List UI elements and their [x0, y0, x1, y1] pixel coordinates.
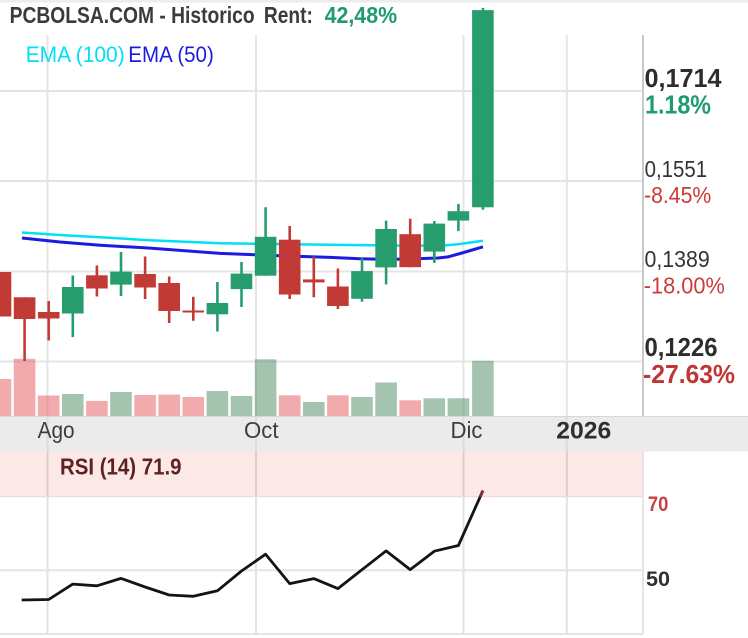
svg-text:42,48%: 42,48%: [325, 2, 398, 28]
svg-text:70: 70: [648, 493, 669, 516]
svg-text:RSI (14) 71.9: RSI (14) 71.9: [60, 454, 182, 480]
svg-text:50: 50: [646, 568, 670, 591]
svg-text:Oct: Oct: [244, 417, 279, 443]
svg-text:2026: 2026: [556, 418, 611, 445]
svg-text:0,1226: 0,1226: [645, 332, 718, 362]
svg-text:0,1714: 0,1714: [645, 63, 723, 93]
svg-text:-27.63%: -27.63%: [643, 359, 735, 389]
svg-text:EMA (100): EMA (100): [26, 42, 125, 67]
svg-text:Rent:: Rent:: [264, 2, 313, 28]
svg-text:0,1551: 0,1551: [645, 156, 708, 182]
svg-text:Dic: Dic: [451, 417, 483, 443]
svg-text:-18.00%: -18.00%: [644, 273, 725, 299]
svg-text:PCBOLSA.COM - Historico: PCBOLSA.COM - Historico: [10, 2, 255, 28]
svg-text:-8.45%: -8.45%: [644, 182, 711, 208]
svg-text:Ago: Ago: [38, 417, 75, 443]
svg-text:0,1389: 0,1389: [645, 246, 710, 272]
svg-text:1.18%: 1.18%: [645, 90, 711, 120]
svg-text:EMA (50): EMA (50): [128, 42, 214, 67]
